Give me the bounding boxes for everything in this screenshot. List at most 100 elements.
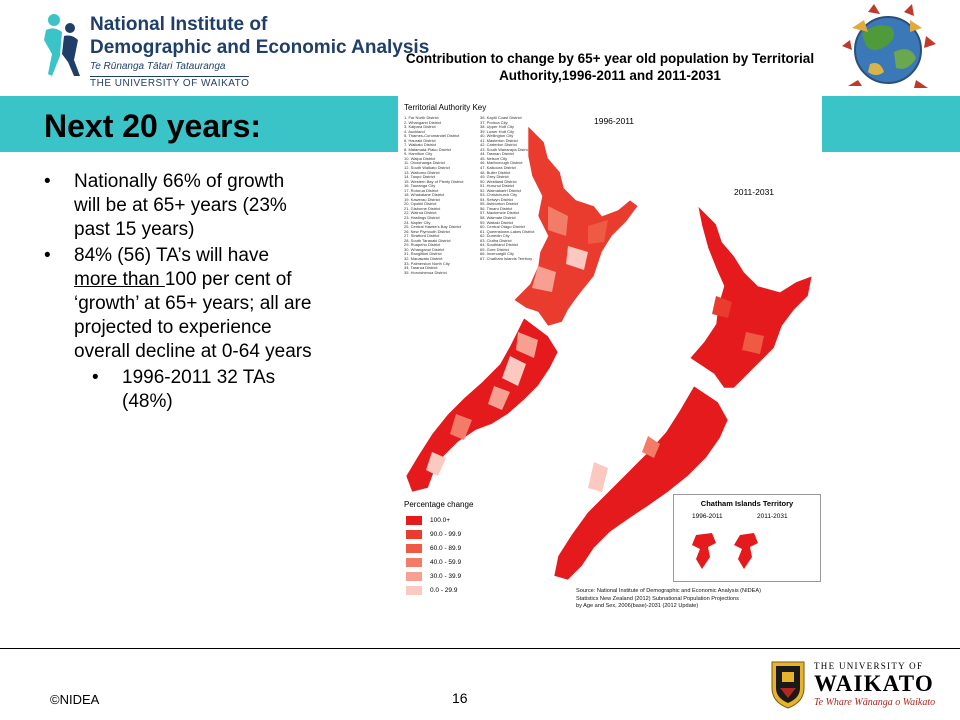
legend-row: 0.0 - 29.9 [406, 586, 457, 596]
key-item: 59. Waitaki District [480, 219, 513, 225]
legend-swatch [406, 544, 422, 553]
key-item: 38. Upper Hutt City [480, 124, 515, 130]
waikato-maori: Te Whare Wānanga o Waikato [814, 697, 936, 708]
legend-label: 100.0+ [430, 517, 451, 525]
chatham-inset: Chatham Islands Territory 1996-2011 2011… [673, 494, 821, 582]
globe-illustration [842, 4, 936, 88]
north-island-1996-2011 [513, 125, 639, 327]
chatham-period-b: 2011-2031 [757, 513, 788, 520]
bullet-item: • Nationally 66% of growth will be at 65… [44, 170, 314, 242]
key-item: 47. Kaikoura District [480, 165, 516, 171]
key-item: 25. Central Hawke's Bay District [404, 224, 462, 230]
legend-label: 0.0 - 29.9 [430, 587, 458, 595]
key-item: 21. Gisborne District [404, 205, 441, 211]
key-item: 62. Dunedin City [480, 233, 510, 239]
nidea-logo: National Institute of Demographic and Ec… [40, 10, 429, 89]
legend-row: 30.0 - 39.9 [406, 572, 461, 582]
legend-swatch [406, 586, 422, 595]
key-item: 26. New Plymouth District [404, 228, 450, 234]
key-item: 41. Masterton District [480, 137, 518, 143]
key-item: 39. Lower Hutt City [480, 128, 515, 134]
key-item: 27. Stratford District [404, 233, 440, 239]
key-item: 8. Matamata-Piako District [404, 146, 451, 152]
legend-row: 40.0 - 59.9 [406, 558, 461, 568]
bullet-dot: • [92, 367, 99, 388]
legend-title: Percentage change [404, 500, 474, 509]
bullet-item: • 84% (56) TA’s will have more than 100 … [44, 244, 314, 364]
sub-bullet-item: • 1996-2011 32 TAs (48%) [44, 366, 314, 414]
waikato-crest-icon [771, 661, 805, 709]
south-island-2011-2031 [553, 385, 729, 581]
key-item: 2. Whangarei District [404, 119, 442, 125]
key-item: 15. Western Bay of Plenty District [404, 178, 464, 184]
nidea-university: THE UNIVERSITY OF WAIKATO [90, 76, 250, 89]
key-item: 66. Invercargill City [480, 251, 515, 257]
key-item: 30. Whanganui District [404, 246, 445, 252]
key-item: 61. Queenstown-Lakes District [480, 228, 535, 234]
key-item: 20. Opotiki District [404, 201, 437, 207]
key-item: 45. Nelson City [480, 155, 508, 161]
key-item: 50. Westland District [480, 178, 517, 184]
key-item: 40. Wellington City [480, 133, 514, 139]
legend-label: 40.0 - 59.9 [430, 559, 462, 567]
nidea-name-line2: Demographic and Economic Analysis [90, 37, 430, 58]
copyright: ©NIDEA [50, 692, 100, 707]
key-item: 35. Horowhenua District [404, 269, 447, 275]
legend-swatch [406, 558, 422, 567]
waikato-line2: WAIKATO [814, 671, 935, 696]
key-item: 16. Tauranga City [404, 183, 436, 189]
key-item: 58. Waimate District [480, 215, 516, 221]
chatham-title: Chatham Islands Territory [700, 499, 794, 508]
key-item: 32. Manawatu District [404, 255, 443, 261]
key-item: 56. Timaru District [480, 205, 513, 211]
key-item: 29. Ruapehu District [404, 242, 441, 248]
key-item: 31. Rangitikei District [404, 251, 442, 257]
key-item: 3. Kaipara District [404, 124, 436, 130]
page-number: 16 [452, 690, 468, 706]
source-line: by Age and Sex, 2006(base)-2031 (2012 Up… [576, 603, 699, 609]
key-item: 19. Kawerau District [404, 196, 440, 202]
key-item: 67. Chatham Islands Territory [480, 255, 533, 261]
bullet-dot: • [44, 245, 51, 266]
key-column: 36. Kapiti Coast District 37. Porirua Cit… [480, 115, 570, 262]
key-item: 4. Auckland [404, 128, 425, 134]
period-label-2011-2031: 2011-2031 [734, 187, 775, 197]
key-item: 54. Selwyn District [480, 196, 513, 202]
key-item: 48. Buller District [480, 169, 511, 175]
bullet-text-pre: 84% (56) TA’s will have [74, 245, 270, 266]
nidea-figures-icon [44, 14, 80, 76]
key-item: 36. Kapiti Coast District [480, 115, 522, 120]
key-item: 13. Waitomo District [404, 169, 440, 175]
chatham-maps [692, 533, 758, 569]
key-item: 60. Central Otago District [480, 224, 525, 230]
legend-label: 30.0 - 39.9 [430, 573, 462, 581]
key-item: 24. Napier City [404, 219, 431, 225]
waikato-logo: THE UNIVERSITY OF WAIKATO Te Whare Wānan… [770, 656, 940, 716]
legend-label: 90.0 - 99.9 [430, 531, 462, 539]
key-item: 34. Tararua District [404, 265, 438, 271]
key-item: 43. South Wairarapa District [480, 146, 530, 152]
figure-source: Source: National Institute of Demographi… [576, 588, 821, 611]
bullet-text-underlined: more than [74, 269, 165, 290]
legend-label: 60.0 - 89.9 [430, 545, 462, 553]
key-item: 10. Waipa District [404, 155, 436, 161]
key-item: 65. Gore District [480, 246, 509, 252]
key-item: 33. Palmerston North City [404, 260, 450, 266]
nidea-name-line1: National Institute of [90, 14, 268, 35]
key-item: 37. Porirua City [480, 119, 508, 125]
key-item: 64. Southland District [480, 242, 519, 248]
key-item: 52. Waimakariri District [480, 187, 521, 193]
key-item: 22. Wairoa District [404, 210, 437, 216]
key-item: 14. Taupo District [404, 174, 435, 180]
key-item: 11. Otorohanga District [404, 160, 445, 166]
key-title: Territorial Authority Key [404, 103, 487, 112]
key-item: 1. Far North District [404, 115, 439, 120]
bullet-text: Nationally 66% of growth will be at 65+ … [74, 171, 287, 240]
key-item: 51. Hurunui District [480, 183, 515, 189]
key-item: 5. Thames-Coromandel District [404, 133, 460, 139]
key-item: 63. Clutha District [480, 237, 512, 243]
key-item: 42. Carterton District [480, 142, 517, 148]
north-island-2011-2031 [689, 205, 813, 389]
legend-row: 90.0 - 99.9 [406, 530, 461, 540]
waikato-line1: THE UNIVERSITY OF [814, 661, 924, 671]
